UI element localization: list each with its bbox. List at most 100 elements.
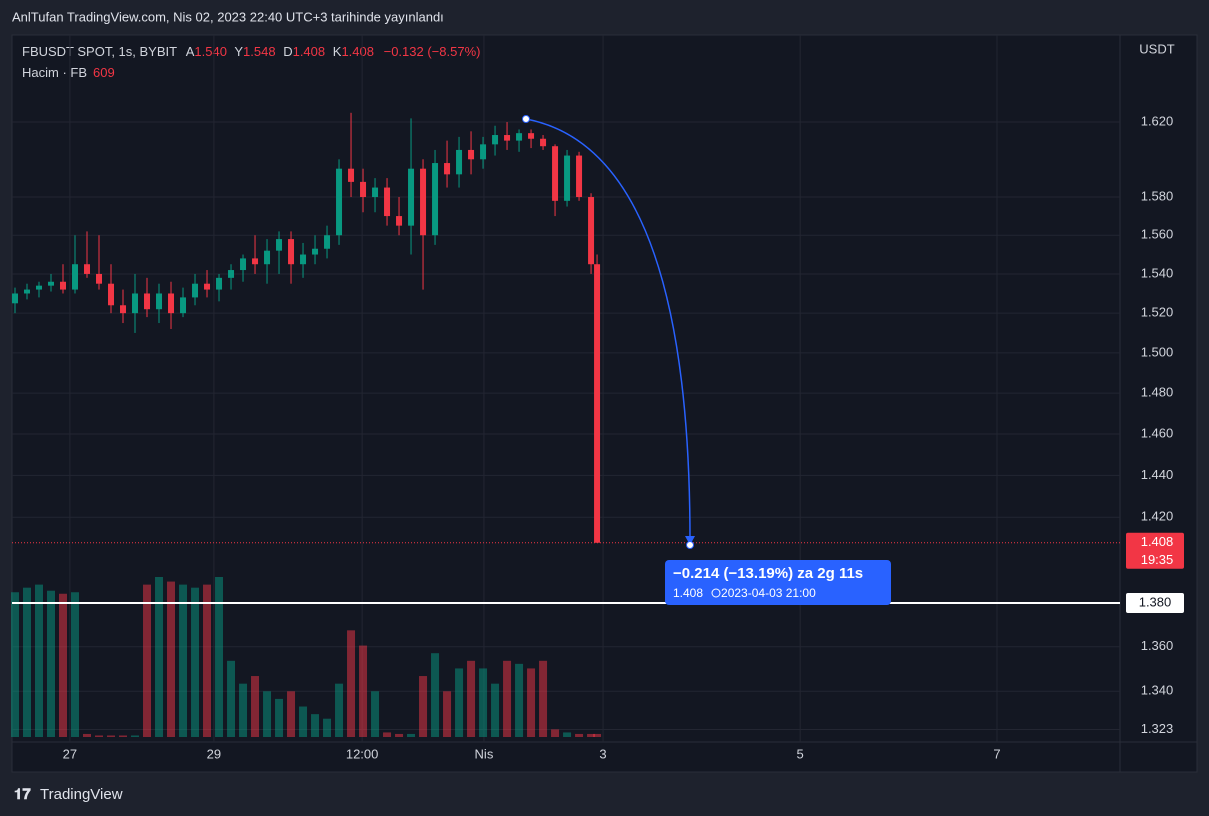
- volume-bar: [11, 592, 20, 737]
- volume-bar: [239, 683, 248, 737]
- candle-body: [264, 250, 271, 265]
- ohlc-value: 1.408: [341, 44, 374, 59]
- chart-frame: [11, 34, 1198, 773]
- legend: FBUSDT SPOT, 1s, BYBIT A1.540 Y1.548 D1.…: [22, 44, 480, 59]
- measure-price: 1.408: [673, 586, 703, 600]
- volume-bar: [455, 668, 464, 737]
- y-tick-label: 1.580: [1141, 188, 1174, 203]
- ohlc-key: A: [186, 44, 195, 59]
- volume-bar: [35, 584, 44, 737]
- candle-body: [540, 138, 547, 147]
- volume-bar: [179, 584, 188, 737]
- volume-bar: [395, 733, 404, 737]
- volume-bar: [107, 735, 116, 737]
- symbol: FBUSDT SPOT, 1s, BYBIT: [22, 44, 177, 59]
- volume-bar: [467, 660, 476, 737]
- candle-body: [48, 281, 55, 286]
- volume-bar: [383, 732, 392, 737]
- candle-body: [228, 270, 235, 278]
- measure-date: 2023-04-03 21:00: [721, 586, 816, 600]
- change: −0.132 (−8.57%): [384, 44, 481, 59]
- y-tick-label: 1.360: [1141, 638, 1174, 653]
- countdown: 19:35: [1141, 552, 1174, 567]
- candle-body: [108, 283, 115, 306]
- x-tick-label: 29: [207, 746, 221, 761]
- candle-body: [360, 181, 367, 198]
- volume-bar: [155, 577, 164, 737]
- candle-body: [372, 187, 379, 198]
- currency: USDT: [1139, 41, 1174, 56]
- volume-bar: [431, 653, 440, 737]
- volume-bar: [227, 660, 236, 737]
- candle-body: [12, 293, 19, 304]
- y-tick-label: 1.520: [1141, 305, 1174, 320]
- volume-legend: Hacim · FB 609: [22, 65, 115, 80]
- clock-icon: [711, 588, 721, 598]
- candle-body: [468, 149, 475, 160]
- candle-body: [216, 277, 223, 290]
- volume-bar: [119, 735, 128, 737]
- candle-body: [24, 289, 31, 294]
- volume-bar: [575, 733, 584, 737]
- ohlc-key: K: [333, 44, 342, 59]
- y-tick-label: 1.340: [1141, 683, 1174, 698]
- volume-bar: [587, 733, 596, 737]
- volume-bar: [359, 645, 368, 737]
- volume-bar: [299, 706, 308, 737]
- candle-body: [396, 216, 403, 226]
- volume-bar: [539, 660, 548, 737]
- x-tick-label: Nis: [475, 746, 494, 761]
- volume-bar: [191, 587, 200, 737]
- volume-bar: [515, 663, 524, 737]
- volume-bar: [407, 733, 416, 737]
- plot: 1.620 1.580 1.560 1.540 1.520 1.500 1.480 1.460…: [11, 35, 1184, 761]
- footer: TradingView: [40, 786, 123, 803]
- volume-bar: [551, 729, 560, 737]
- volume-bar: [47, 590, 56, 737]
- candle-body: [408, 168, 415, 226]
- y-tick-label: 1.500: [1141, 344, 1174, 359]
- volume-bar: [95, 735, 104, 737]
- volume-bar: [491, 683, 500, 737]
- candle-body: [288, 239, 295, 265]
- candle-body: [528, 133, 535, 139]
- candle-body: [120, 305, 127, 314]
- volume-bar: [419, 676, 428, 737]
- ohlc-value: 1.548: [243, 44, 276, 59]
- candle-body: [72, 264, 79, 290]
- x-tick-label: 3: [599, 746, 606, 761]
- candle-body: [384, 187, 391, 217]
- anchor-point: [522, 115, 530, 123]
- last-price-box: [1126, 532, 1184, 569]
- y-tick-label: 1.620: [1141, 113, 1174, 128]
- volume-label: Hacim · FB: [22, 65, 87, 80]
- candle-body: [300, 254, 307, 265]
- candle-body: [456, 149, 463, 175]
- candle-body: [156, 293, 163, 310]
- candle-body: [144, 293, 151, 310]
- candle-body: [204, 283, 211, 290]
- measure-text: −0.214 (−13.19%) za 2g 11s: [673, 565, 863, 582]
- y-tick-label: 1.480: [1141, 385, 1174, 400]
- volume-bar: [251, 676, 260, 737]
- last-price-label: 1.408: [1141, 534, 1174, 549]
- volume-bar: [59, 593, 68, 737]
- volume-bar: [131, 735, 140, 737]
- candle-body: [312, 248, 319, 255]
- hline-box: [1126, 592, 1184, 613]
- header: AnlTufan TradingView.com, Nis 02, 2023 2…: [12, 9, 444, 24]
- y-tick-label: 1.560: [1141, 227, 1174, 242]
- candle-body: [36, 285, 43, 290]
- volume-bar: [371, 691, 380, 737]
- volume-bar: [215, 577, 224, 737]
- x-tick-label: 7: [993, 746, 1000, 761]
- candle-body: [252, 258, 259, 265]
- candle-body: [348, 168, 355, 182]
- measure-box: [665, 560, 891, 605]
- measure-detail: 1.408 2023-04-03 21:00: [673, 586, 816, 600]
- candle-body: [594, 264, 601, 543]
- candle-body: [420, 168, 427, 236]
- candle-body: [240, 258, 247, 271]
- volume-bar: [275, 698, 284, 737]
